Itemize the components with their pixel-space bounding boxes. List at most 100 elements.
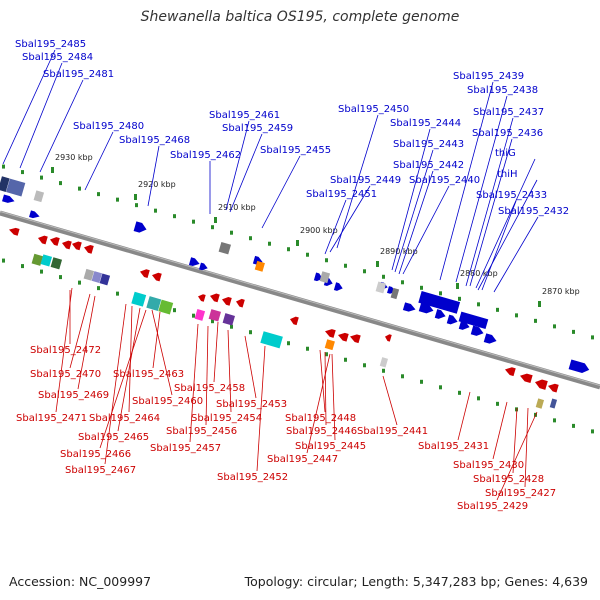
upper-track-dot xyxy=(553,324,556,329)
forward-gene-label: Sbal195_2433 xyxy=(476,190,547,201)
reverse-gene-label: Sbal195_2429 xyxy=(457,501,528,512)
lower-track-dot xyxy=(192,313,195,318)
kbp-tick-label: 2900 kbp xyxy=(300,226,338,235)
upper-track-dot xyxy=(59,181,62,186)
reverse-label-leader xyxy=(152,311,161,369)
forward-gene-arrow xyxy=(458,320,470,330)
gene-block-pink xyxy=(208,309,221,322)
lower-track-dot xyxy=(439,385,442,390)
lower-track-dot xyxy=(325,352,328,357)
forward-gene-arrow xyxy=(446,314,458,325)
forward-gene-arrow xyxy=(483,333,497,344)
lower-track-dot xyxy=(230,324,233,329)
forward-gene-arrow xyxy=(418,302,434,314)
reverse-label-leader xyxy=(69,293,91,369)
kbp-ticks: 2930 kbp 2920 kbp 2910 kbp 2900 kbp 2890 kbp… xyxy=(51,153,580,307)
forward-label-leader xyxy=(261,155,301,229)
forward-label-leader xyxy=(469,138,513,287)
forward-label-leader xyxy=(39,79,84,173)
upper-track-dot xyxy=(458,296,461,301)
forward-label-leader xyxy=(439,81,494,281)
forward-label-leader xyxy=(391,128,431,271)
reverse-label-leader xyxy=(227,329,232,413)
reverse-gene-arrow xyxy=(62,240,72,250)
kbp-tick-mark xyxy=(296,240,299,246)
reverse-gene-arrow xyxy=(325,329,336,338)
gene-block-orange xyxy=(254,260,265,272)
forward-label-leader xyxy=(2,49,56,165)
forward-gene-label: Sbal195_2450 xyxy=(338,104,409,115)
lower-track-dot xyxy=(477,396,480,401)
upper-track-dot xyxy=(21,170,24,175)
forward-label-leader xyxy=(336,114,379,249)
upper-track-dot xyxy=(344,263,347,268)
upper-track-dot xyxy=(382,274,385,279)
lower-track-dot xyxy=(553,418,556,423)
reverse-gene-label: Sbal195_2460 xyxy=(132,396,203,407)
reverse-label-leader xyxy=(306,353,331,454)
reverse-gene-label: Sbal195_2453 xyxy=(216,399,287,410)
forward-gene-label: Sbal195_2462 xyxy=(170,150,241,161)
upper-track-dot xyxy=(40,175,43,180)
gene-block-lime xyxy=(158,299,174,315)
reverse-gene-arrow xyxy=(140,269,150,278)
reverse-gene-label: Sbal195_2465 xyxy=(78,432,149,443)
gene-block-grey xyxy=(218,241,231,255)
upper-track-dot xyxy=(97,192,100,197)
gene-block-olive xyxy=(535,398,545,409)
forward-gene-arrow xyxy=(29,210,40,219)
reverse-label-leader xyxy=(319,349,326,413)
reverse-label-leader xyxy=(151,309,173,396)
reverse-gene-arrow xyxy=(350,334,361,344)
reverse-label-leader xyxy=(189,323,199,443)
reverse-gene-arrow xyxy=(338,332,349,342)
forward-label-leader xyxy=(324,199,347,255)
reverse-gene-label: Sbal195_2458 xyxy=(174,383,245,394)
forward-label-leader xyxy=(147,145,160,207)
reverse-gene-label: Sbal195_2472 xyxy=(30,345,101,356)
reverse-gene-arrow xyxy=(505,367,516,377)
reverse-label-leader xyxy=(331,353,336,441)
upper-track-dot xyxy=(116,197,119,202)
upper-track-dot xyxy=(230,230,233,235)
genome-backbone xyxy=(0,210,600,390)
reverse-label-leader xyxy=(496,411,538,501)
reverse-gene-label: Sbal195_2467 xyxy=(65,465,136,476)
genome-summary-text: Topology: circular; Length: 5,347,283 bp… xyxy=(244,574,588,589)
reverse-gene-arrow xyxy=(84,245,94,254)
gene-block-green xyxy=(31,253,44,266)
kbp-tick-mark xyxy=(214,217,217,223)
forward-gene-label: Sbal195_2436 xyxy=(472,128,543,139)
reverse-gene-label: Sbal195_2447 xyxy=(267,454,338,465)
upper-track-dot xyxy=(135,203,138,208)
gene-block-cyan xyxy=(131,291,147,307)
upper-track-dot xyxy=(249,236,252,241)
gene-block-magenta xyxy=(194,309,206,321)
lower-track-dot xyxy=(173,308,176,313)
reverse-gene-label: Sbal195_2441 xyxy=(357,426,428,437)
reverse-gene-arrow xyxy=(236,298,245,308)
gene-features xyxy=(0,176,590,409)
reverse-gene-arrow xyxy=(210,293,220,303)
forward-label-leader xyxy=(19,62,63,169)
kbp-tick-mark xyxy=(538,301,541,307)
reverse-gene-label: Sbal195_2471 xyxy=(16,413,87,424)
backbone-highlight xyxy=(0,211,600,386)
reverse-gene-arrow xyxy=(385,334,392,342)
kbp-tick-label: 2920 kbp xyxy=(138,180,176,189)
reverse-gene-arrow xyxy=(72,241,82,251)
reverse-gene-label: Sbal195_2469 xyxy=(38,390,109,401)
reverse-gene-arrow xyxy=(222,297,232,306)
lower-track-dot xyxy=(591,429,594,434)
gene-block-teal xyxy=(146,296,162,312)
reverse-gene-label: Sbal195_2446 xyxy=(286,426,357,437)
kbp-tick-mark xyxy=(376,261,379,267)
upper-track-dot xyxy=(287,247,290,252)
upper-track-dot xyxy=(515,313,518,318)
page-title: Shewanella baltica OS195, complete genom… xyxy=(140,9,460,25)
forward-gene-label: Sbal195_2455 xyxy=(260,145,331,156)
lower-track-dot xyxy=(211,319,214,324)
forward-label-leader xyxy=(402,185,450,275)
forward-gene-label: Sbal195_2485 xyxy=(15,39,86,50)
